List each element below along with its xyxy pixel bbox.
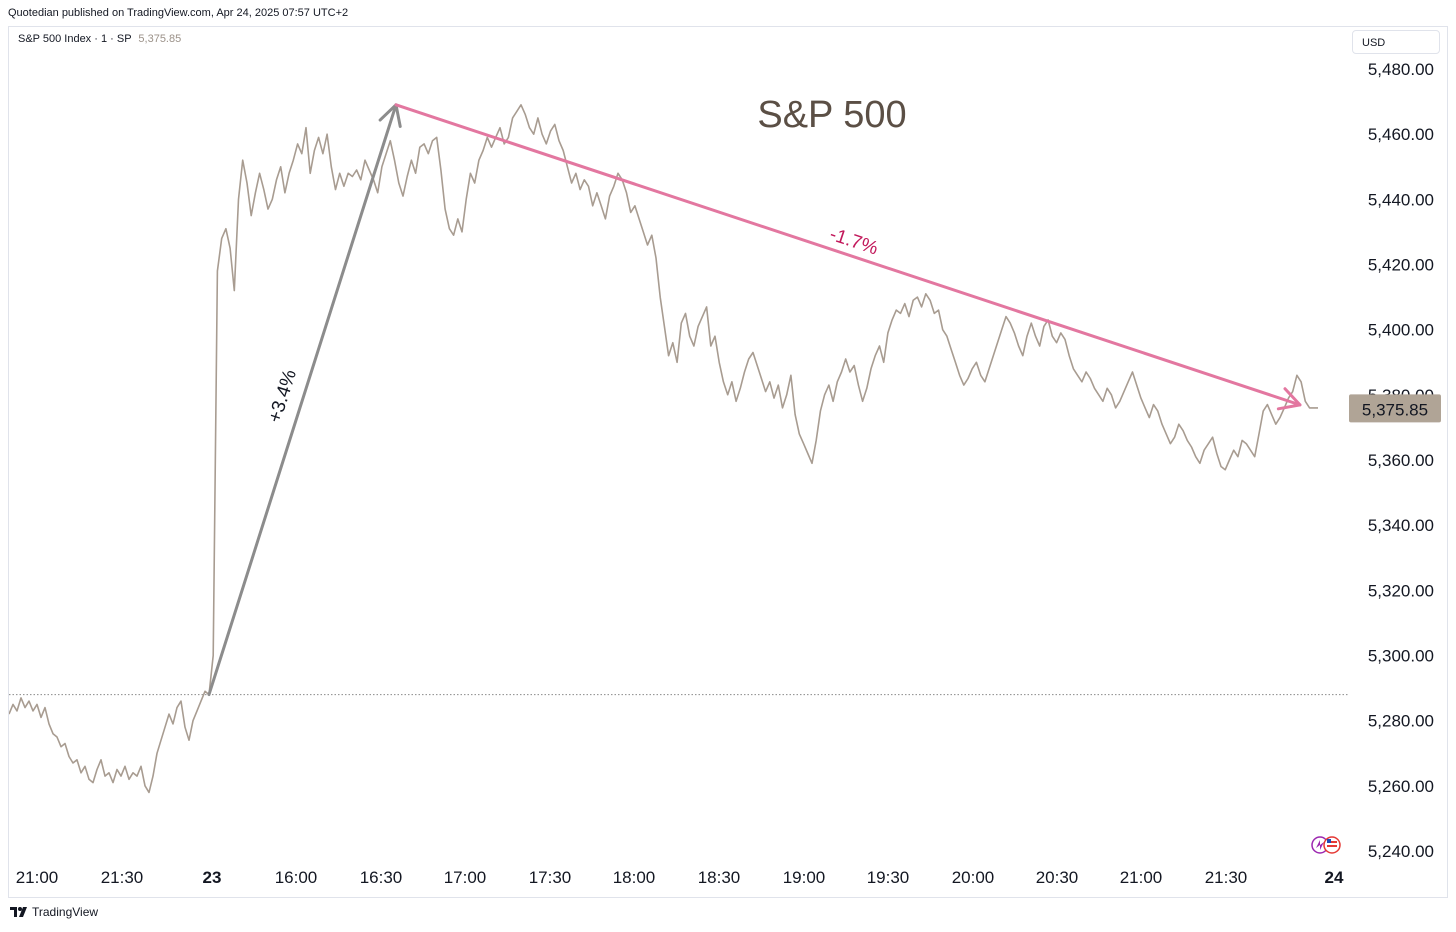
y-tick-label: 5,320.00 — [1368, 581, 1434, 600]
symbol-last-price: 5,375.85 — [138, 33, 182, 45]
x-tick-label: 18:00 — [613, 868, 656, 887]
published-line: Quotedian published on TradingView.com, … — [8, 7, 349, 19]
x-tick-label: 19:00 — [783, 868, 826, 887]
y-tick-label: 5,400.00 — [1368, 321, 1434, 340]
x-tick-label: 16:30 — [360, 868, 403, 887]
x-tick-label: 21:00 — [1120, 868, 1163, 887]
y-tick-label: 5,280.00 — [1368, 712, 1434, 731]
footer-brand: TradingView — [32, 905, 99, 919]
x-tick-label: 20:00 — [952, 868, 995, 887]
x-tick-label: 18:30 — [698, 868, 741, 887]
y-tick-label: 5,300.00 — [1368, 647, 1434, 666]
currency-button[interactable]: USD — [1352, 30, 1440, 54]
footer: TradingView — [10, 905, 98, 919]
y-tick-label: 5,460.00 — [1368, 125, 1434, 144]
x-tick-label: 21:00 — [16, 868, 59, 887]
tradingview-logo-icon — [10, 907, 27, 917]
last-price-badge: 5,375.85 — [1349, 394, 1441, 423]
y-tick-label: 5,340.00 — [1368, 516, 1434, 535]
symbol-label: S&P 500 Index · 1 · SP — [18, 33, 132, 45]
x-tick-label: 21:30 — [1205, 868, 1248, 887]
x-tick-label: 19:30 — [867, 868, 910, 887]
chart-title: S&P 500 — [757, 94, 906, 136]
x-tick-label: 17:30 — [529, 868, 572, 887]
us-flag-badge-icon — [1311, 836, 1341, 854]
x-tick-label: 24 — [1325, 868, 1344, 887]
y-tick-label: 5,480.00 — [1368, 60, 1434, 79]
last-price-label: 5,375.85 — [1362, 400, 1428, 419]
price-line — [9, 104, 1318, 794]
x-tick-label: 23 — [203, 868, 222, 887]
x-tick-label: 16:00 — [275, 868, 318, 887]
y-tick-label: 5,440.00 — [1368, 190, 1434, 209]
down-trend-label: -1.7% — [827, 224, 881, 260]
y-tick-label: 5,240.00 — [1368, 842, 1434, 861]
x-tick-label: 20:30 — [1036, 868, 1079, 887]
y-tick-label: 5,360.00 — [1368, 451, 1434, 470]
chart-frame — [8, 26, 1448, 898]
up-trend-arrow[interactable] — [207, 103, 402, 697]
y-tick-label: 5,420.00 — [1368, 256, 1434, 275]
x-tick-label: 17:00 — [444, 868, 487, 887]
y-tick-label: 5,260.00 — [1368, 777, 1434, 796]
x-tick-label: 21:30 — [101, 868, 144, 887]
symbol-legend: S&P 500 Index · 1 · SP 5,375.85 — [18, 33, 181, 45]
down-trend-arrow[interactable] — [394, 103, 1302, 411]
